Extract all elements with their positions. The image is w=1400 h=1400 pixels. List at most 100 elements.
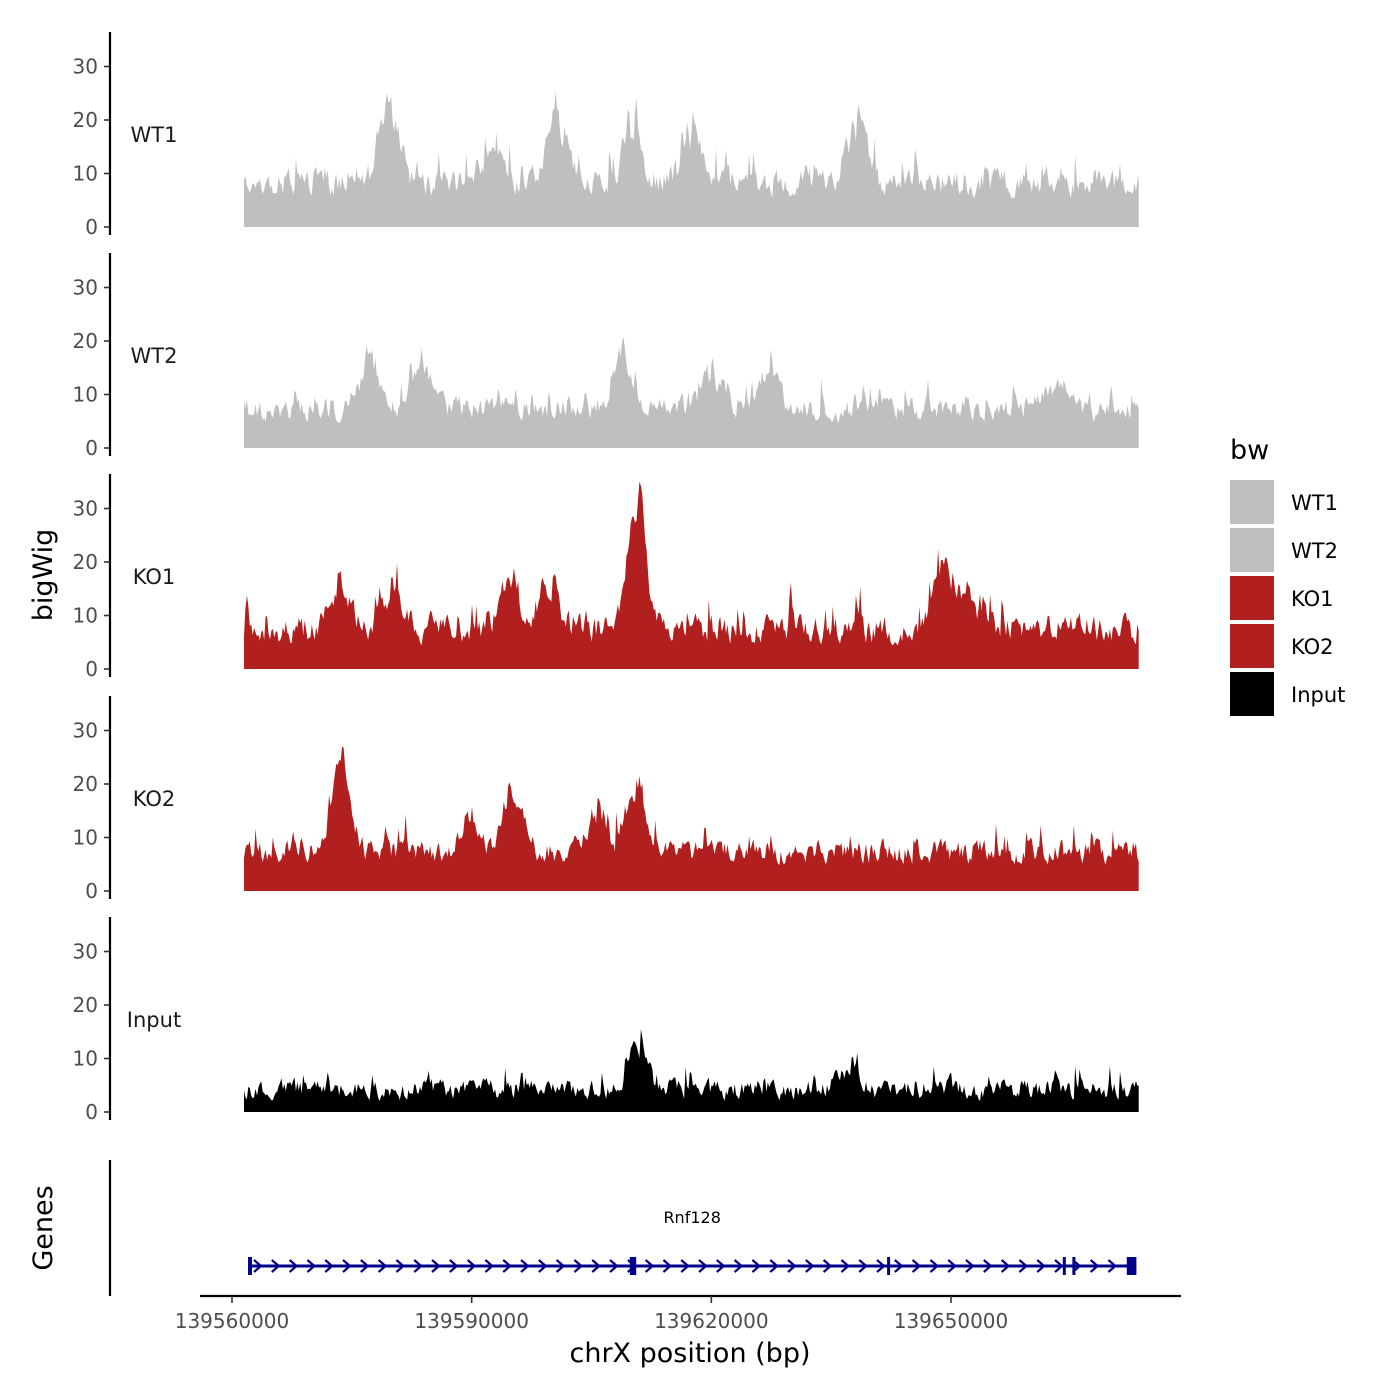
y-tick-label: 10 xyxy=(73,826,98,850)
track-wt1: 0 10 20 30 WT1 xyxy=(73,32,1139,239)
track-label: WT1 xyxy=(131,123,178,147)
strand-arrow xyxy=(573,1259,584,1273)
strand-arrow xyxy=(929,1259,940,1273)
legend-label: KO2 xyxy=(1291,635,1334,659)
exon xyxy=(1126,1257,1137,1275)
track-label: WT2 xyxy=(131,344,178,368)
strand-arrow xyxy=(733,1259,744,1273)
y-tick-label: 20 xyxy=(73,550,98,574)
strand-arrow xyxy=(395,1259,406,1273)
strand-arrow xyxy=(644,1259,655,1273)
strand-arrow xyxy=(271,1259,281,1273)
strand-arrow xyxy=(520,1259,530,1273)
strand-arrow xyxy=(894,1259,904,1273)
strand-arrow xyxy=(413,1259,423,1273)
gene-track: Rnf128 xyxy=(108,1160,1137,1296)
y-tick-label: 0 xyxy=(85,879,98,903)
y-axis-title: bigWig xyxy=(28,529,59,622)
y-tick-label: 0 xyxy=(85,657,98,681)
gene-name: Rnf128 xyxy=(663,1208,720,1227)
strand-arrow xyxy=(288,1259,299,1273)
signal-area xyxy=(244,1029,1139,1112)
strand-arrow xyxy=(911,1259,922,1273)
signal-area xyxy=(244,746,1139,891)
y-tick-label: 30 xyxy=(73,55,98,79)
strand-arrow xyxy=(840,1259,851,1273)
strand-arrow xyxy=(662,1259,673,1273)
strand-arrow xyxy=(751,1259,762,1273)
track-ko1: 0 10 20 30 KO1 xyxy=(73,474,1139,681)
exon xyxy=(248,1257,252,1275)
strand-arrow xyxy=(1036,1259,1046,1273)
y-tick-label: 0 xyxy=(85,436,98,460)
signal-area xyxy=(244,91,1139,227)
strand-arrow xyxy=(555,1259,566,1273)
strand-arrow xyxy=(502,1259,512,1273)
strand-arrow xyxy=(431,1259,441,1273)
y-tick-label: 30 xyxy=(73,719,98,743)
strand-arrow xyxy=(947,1259,957,1273)
legend-label: Input xyxy=(1291,683,1345,707)
strand-arrow xyxy=(466,1259,477,1273)
strand-arrow xyxy=(1107,1259,1118,1273)
strand-arrow xyxy=(858,1259,868,1273)
legend-title: bw xyxy=(1230,435,1269,466)
track-wt2: 0 10 20 30 WT2 xyxy=(73,253,1139,460)
y-tick-label: 0 xyxy=(85,215,98,239)
y-tick-label: 30 xyxy=(73,276,98,300)
y-tick-label: 0 xyxy=(85,1100,98,1124)
track-label: KO1 xyxy=(133,565,176,589)
strand-arrow xyxy=(1054,1259,1064,1273)
strand-arrow xyxy=(342,1259,352,1273)
y-tick-label: 20 xyxy=(73,108,98,132)
y-tick-label: 10 xyxy=(73,162,98,186)
legend-swatch xyxy=(1230,528,1274,572)
strand-arrow xyxy=(822,1259,833,1273)
track-ko2: 0 10 20 30 KO2 xyxy=(73,696,1139,903)
signal-area xyxy=(244,481,1139,669)
x-tick-label: 139620000 xyxy=(654,1309,769,1333)
legend-swatch xyxy=(1230,624,1274,668)
y-tick-label: 10 xyxy=(73,604,98,628)
y-tick-label: 30 xyxy=(73,497,98,521)
strand-arrow xyxy=(965,1259,975,1273)
legend-swatch xyxy=(1230,480,1274,524)
y-tick-label: 30 xyxy=(73,940,98,964)
strand-arrow xyxy=(484,1259,495,1273)
legend-label: WT2 xyxy=(1291,539,1338,563)
strand-arrow xyxy=(983,1259,993,1273)
x-tick-label: 139650000 xyxy=(894,1309,1009,1333)
exon xyxy=(1072,1257,1076,1275)
strand-arrow xyxy=(377,1259,388,1273)
y-tick-label: 20 xyxy=(73,329,98,353)
track-label: Input xyxy=(127,1008,181,1032)
exon xyxy=(629,1257,637,1275)
x-tick-label: 139560000 xyxy=(175,1309,290,1333)
strand-arrow xyxy=(538,1259,548,1273)
strand-arrow xyxy=(1000,1259,1011,1273)
legend-label: WT1 xyxy=(1291,491,1338,515)
x-axis: 139560000 139590000 139620000 139650000 xyxy=(175,1294,1181,1333)
strand-arrow xyxy=(716,1259,726,1273)
legend: bw WT1 WT2 KO1 KO2 Input xyxy=(1230,435,1345,716)
y-tick-label: 10 xyxy=(73,383,98,407)
strand-arrow xyxy=(253,1259,263,1273)
x-tick-label: 139590000 xyxy=(414,1309,529,1333)
strand-arrow xyxy=(324,1259,334,1273)
strand-arrow xyxy=(769,1259,779,1273)
strand-arrow xyxy=(1018,1259,1029,1273)
strand-arrow xyxy=(449,1259,459,1273)
strand-arrow xyxy=(876,1259,886,1273)
strand-arrow xyxy=(360,1259,370,1273)
tracks-layer: 0 10 20 30 WT1 0 10 20 30 WT2 0 10 20 30 KO1 0 10 20 30 KO2… xyxy=(73,32,1139,1124)
strand-arrow xyxy=(591,1259,601,1273)
legend-swatch xyxy=(1230,672,1274,716)
signal-area xyxy=(244,336,1139,448)
strand-arrow xyxy=(698,1259,708,1273)
strand-arrow xyxy=(306,1259,317,1273)
y-tick-label: 20 xyxy=(73,772,98,796)
x-axis-title: chrX position (bp) xyxy=(569,1338,810,1369)
strand-arrow xyxy=(1089,1259,1100,1273)
strand-arrow xyxy=(680,1259,690,1273)
